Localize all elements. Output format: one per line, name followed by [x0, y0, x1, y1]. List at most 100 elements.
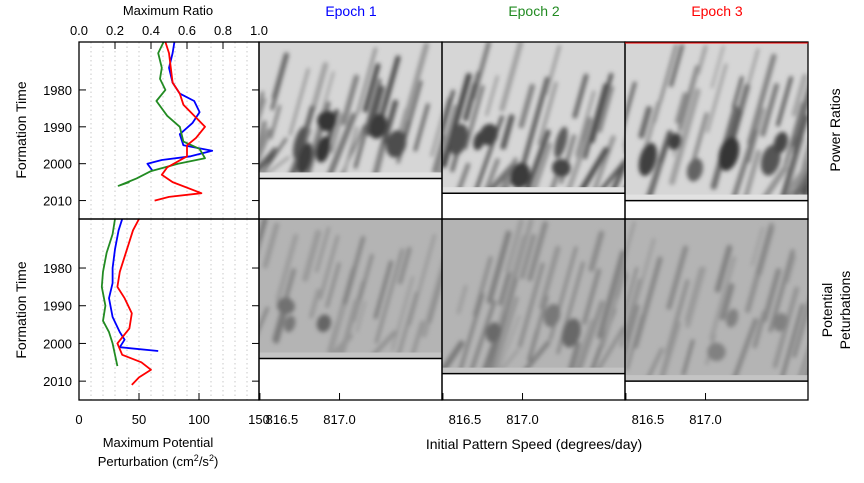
- heatmap-blob: [473, 131, 485, 151]
- bottom-x-tick-label: 150: [248, 412, 270, 427]
- heatmap-streak: [625, 221, 636, 260]
- heatmap-streak: [341, 74, 360, 126]
- heatmap-streak: [732, 76, 744, 109]
- heatmap-streak: [275, 233, 299, 302]
- top-x-tick-label: 0.2: [106, 23, 124, 38]
- row-label-top: Power Ratios: [827, 88, 843, 171]
- top-x-tick-label: 1.0: [250, 23, 268, 38]
- power-ratio-heatmap-epoch-2: [442, 42, 625, 194]
- top-x-tick-label: 0.8: [214, 23, 232, 38]
- heatmap-streak: [576, 300, 605, 374]
- heatmap-blob: [386, 130, 407, 158]
- bottom-left-series-epoch-3: [116, 219, 152, 386]
- heatmap-streak: [538, 245, 561, 310]
- heatmap-streak: [500, 114, 515, 150]
- heatmap-streak: [669, 88, 701, 186]
- heatmap-edge-band: [259, 352, 442, 359]
- heatmap-streak: [761, 165, 788, 201]
- heatmap-streak: [590, 72, 614, 144]
- pattern-speed-tick-label: 816.5: [449, 412, 482, 427]
- heatmap-streak: [520, 76, 550, 171]
- heatmap-streak: [610, 164, 625, 194]
- top-left-series-epoch-2: [117, 42, 206, 187]
- heatmap-streak: [568, 341, 581, 372]
- heatmap-streak: [742, 149, 761, 201]
- heatmap-streak: [659, 321, 681, 382]
- heatmap-streak: [615, 265, 625, 299]
- heatmap-streak: [710, 45, 725, 89]
- heatmap-streak: [779, 114, 808, 201]
- heatmap-blob: [773, 131, 788, 154]
- heatmap-streak: [685, 266, 706, 328]
- heatmap-blob: [510, 162, 530, 189]
- heatmap-streak: [666, 245, 689, 310]
- pattern-speed-tick-label: 816.5: [632, 412, 665, 427]
- heatmap-blob: [773, 313, 788, 332]
- heatmap-blob: [296, 142, 313, 175]
- heatmap-edge-band: [625, 375, 808, 382]
- heatmap-blob: [552, 158, 571, 177]
- heatmap-blob: [707, 342, 726, 362]
- axis-ticks: 0.0 0.2 0.4 0.6 0.8 1.0 0 50 100 150 1980 1990 2000 2…: [43, 23, 722, 427]
- heatmap-streak: [582, 268, 602, 325]
- heatmap-streak: [731, 129, 758, 201]
- y-tick-label: 1990: [43, 299, 72, 314]
- heatmap-edge-band: [442, 367, 625, 374]
- heatmap-streak: [571, 319, 595, 374]
- bottom-x-tick-label: 0: [75, 412, 82, 427]
- heatmap-streak: [487, 277, 518, 374]
- heatmap-streak: [760, 83, 779, 137]
- heatmap-streak: [442, 340, 465, 374]
- heatmap-streak: [752, 310, 767, 349]
- heatmap-streak: [595, 326, 625, 374]
- heatmap-streak: [339, 299, 360, 358]
- heatmap-streak: [504, 219, 524, 274]
- y-tick-label: 2010: [43, 194, 72, 209]
- series-lines-bottom-left: [100, 219, 159, 386]
- potential-heatmap-epoch-3: [625, 219, 808, 382]
- heatmap-streak: [762, 267, 782, 323]
- heatmap-streak: [474, 115, 504, 193]
- y-tick-label: 2000: [43, 336, 72, 351]
- heatmap-streak: [373, 260, 393, 320]
- row-label-bottom-1: Potential: [819, 283, 835, 337]
- heatmap-streak: [434, 145, 442, 175]
- top-x-tick-label: 0.0: [70, 23, 88, 38]
- bottom-left-title-2: Perturbation (cm2/s2): [98, 453, 219, 469]
- left-ylabel-bottom: Formation Time: [13, 261, 29, 358]
- heatmap-streak: [638, 106, 652, 139]
- heatmap-streak: [259, 97, 267, 123]
- heatmap-streak: [399, 42, 430, 133]
- heatmap-streak: [751, 226, 764, 267]
- heatmap-streak: [473, 256, 493, 317]
- heatmap-streak: [259, 306, 269, 333]
- heatmap-streak: [524, 129, 551, 194]
- heatmap-streak: [413, 103, 430, 152]
- bottom-left-series-epoch-2: [100, 219, 119, 367]
- heatmap-streak: [521, 340, 551, 374]
- potential-heatmap-epoch-2: [442, 219, 625, 375]
- top-left-series-epoch-3: [154, 42, 206, 202]
- heatmap-blob: [543, 303, 561, 328]
- heatmap-streak: [319, 234, 339, 300]
- heatmap-streak: [259, 137, 288, 178]
- heatmap-streak: [391, 276, 415, 351]
- heatmap-streak: [530, 142, 553, 194]
- top-x-tick-label: 0.6: [178, 23, 196, 38]
- potential-heatmap-epoch-1: [259, 219, 442, 360]
- left-ylabel-top: Formation Time: [13, 81, 29, 178]
- heatmap-streak: [786, 254, 797, 284]
- heatmap-streak: [379, 55, 401, 117]
- heatmap-streak: [544, 44, 561, 96]
- heatmap-streak: [469, 300, 497, 374]
- heatmap-streak: [272, 52, 289, 100]
- heatmap-streak: [310, 62, 329, 111]
- heatmap-streak: [463, 85, 485, 150]
- heatmap-blob: [485, 322, 501, 343]
- heatmap-streak: [315, 226, 330, 273]
- heatmap-streak: [625, 278, 644, 340]
- heatmap-streak: [343, 236, 366, 305]
- heatmap-streak: [706, 63, 728, 133]
- heatmap-streak: [486, 230, 512, 304]
- heatmap-blob: [760, 144, 781, 176]
